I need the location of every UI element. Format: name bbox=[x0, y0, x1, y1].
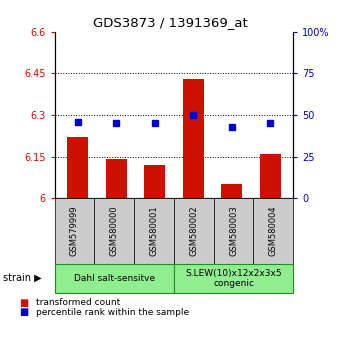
Bar bbox=[106, 159, 127, 198]
Text: GSM580002: GSM580002 bbox=[189, 206, 198, 256]
Text: GSM579999: GSM579999 bbox=[70, 206, 79, 256]
Text: Dahl salt-sensitve: Dahl salt-sensitve bbox=[74, 274, 155, 283]
Bar bbox=[221, 184, 242, 198]
Text: ■: ■ bbox=[19, 298, 28, 308]
Text: percentile rank within the sample: percentile rank within the sample bbox=[36, 308, 189, 317]
Bar bbox=[144, 165, 165, 198]
Bar bbox=[260, 154, 281, 198]
Text: transformed count: transformed count bbox=[36, 298, 120, 307]
Text: ■: ■ bbox=[19, 307, 28, 317]
Text: S.LEW(10)x12x2x3x5
congenic: S.LEW(10)x12x2x3x5 congenic bbox=[185, 269, 282, 288]
Text: GSM580004: GSM580004 bbox=[269, 206, 278, 256]
Bar bbox=[182, 79, 204, 198]
Text: GSM580001: GSM580001 bbox=[149, 206, 159, 256]
Text: strain ▶: strain ▶ bbox=[3, 273, 42, 283]
Bar bbox=[67, 137, 88, 198]
Text: GSM580003: GSM580003 bbox=[229, 206, 238, 256]
Text: GSM580000: GSM580000 bbox=[110, 206, 119, 256]
Text: GDS3873 / 1391369_at: GDS3873 / 1391369_at bbox=[93, 16, 248, 29]
